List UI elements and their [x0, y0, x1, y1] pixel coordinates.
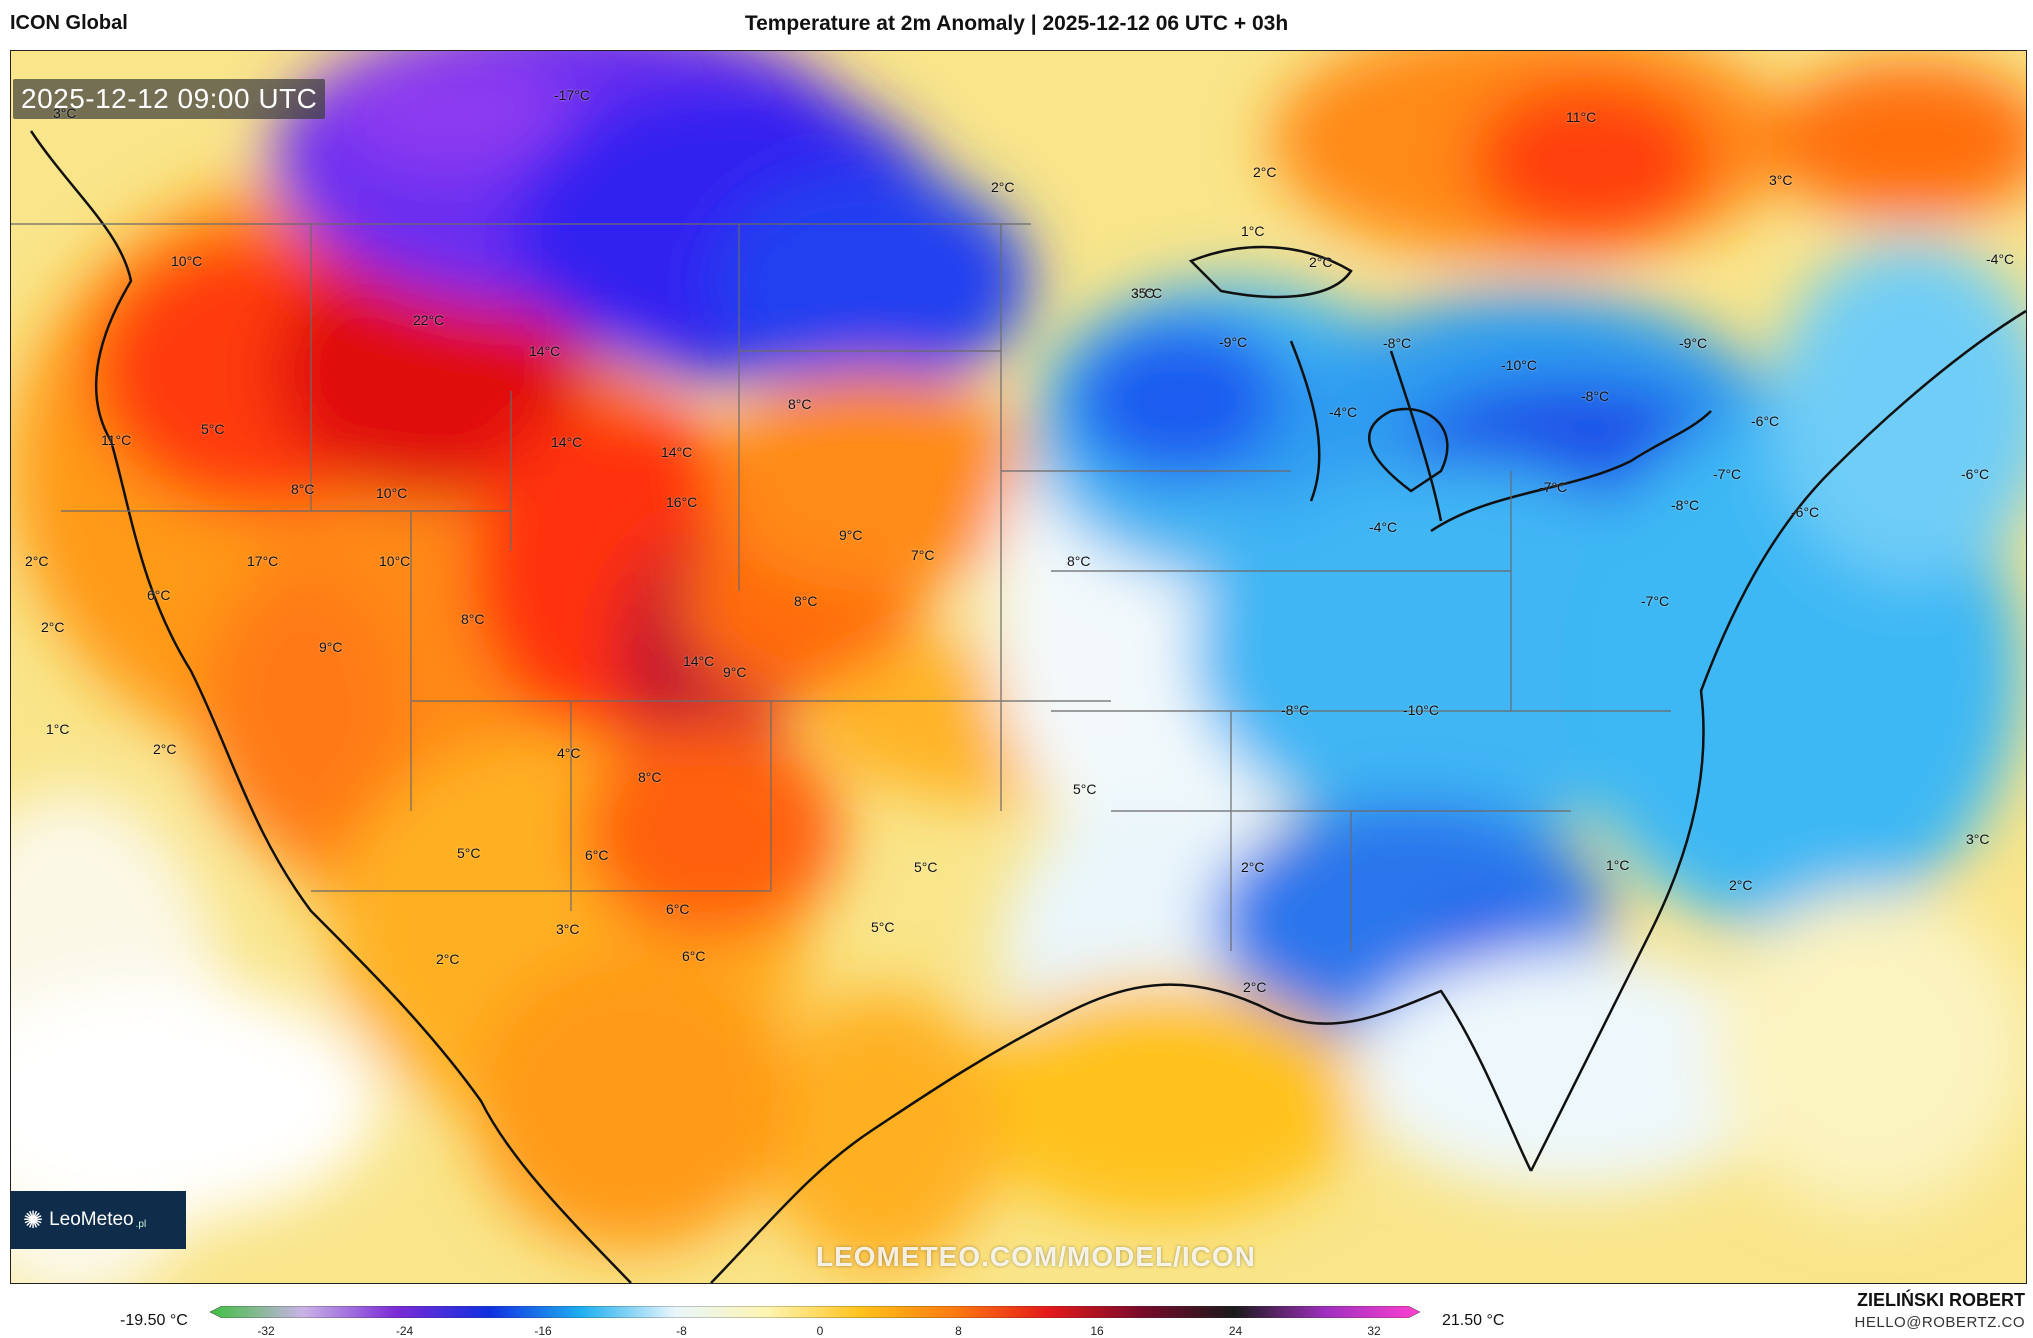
- temperature-label: -9°C: [1679, 335, 1708, 351]
- colorbar-tick: 8: [955, 1324, 962, 1338]
- model-name: ICON Global: [10, 12, 128, 34]
- temperature-label: -10°C: [1403, 702, 1439, 718]
- temperature-label: 2°C: [25, 553, 49, 569]
- temperature-label: 8°C: [461, 611, 485, 627]
- temperature-label: 7°C: [911, 547, 935, 563]
- colorbar-max-label: 21.50 °C: [1442, 1312, 1505, 1329]
- colorbar-min-label: -19.50 °C: [120, 1312, 188, 1329]
- temperature-label: -8°C: [1671, 497, 1700, 513]
- anomaly-field: [11, 51, 2026, 1283]
- temperature-label: 3°C: [53, 105, 77, 121]
- chart-title: Temperature at 2m Anomaly | 2025-12-12 0…: [744, 12, 1289, 35]
- leometeo-logo[interactable]: ✺ LeoMeteo .pl: [11, 1191, 186, 1249]
- colorbar: [210, 1306, 1420, 1318]
- coastlines: [29, 130, 2026, 1283]
- temperature-label: -8°C: [1383, 335, 1412, 351]
- temperature-label: -4°C: [1329, 404, 1358, 420]
- temperature-label: -7°C: [1539, 479, 1568, 495]
- temperature-label: 2°C: [1243, 979, 1267, 995]
- temperature-label: -4°C: [1369, 519, 1398, 535]
- temperature-label: -8°C: [1281, 702, 1310, 718]
- temperature-label: 14°C: [683, 653, 715, 669]
- temperature-label: -6°C: [1961, 466, 1990, 482]
- temperature-label: 10°C: [376, 485, 408, 501]
- temperature-label: 2°C: [991, 179, 1015, 195]
- temperature-label: 3°C: [1131, 285, 1155, 301]
- temperature-label: 2°C: [41, 619, 65, 635]
- anomaly-map[interactable]: 2025-12-12 09:00 UTC -17°C 3°C 2°C 11°C 2°C 1…: [10, 50, 2027, 1284]
- temperature-label: 1°C: [1606, 857, 1630, 873]
- temperature-label: 2°C: [153, 741, 177, 757]
- temperature-label: 22°C: [413, 312, 445, 328]
- temperature-label: 10°C: [379, 553, 411, 569]
- temperature-label: 2°C: [436, 951, 460, 967]
- temperature-label: -17°C: [554, 87, 590, 103]
- temperature-label: 2°C: [1729, 877, 1753, 893]
- temperature-label: 6°C: [585, 847, 609, 863]
- temperature-label: 2°C: [1309, 254, 1333, 270]
- temperature-label: 10°C: [171, 253, 203, 269]
- temperature-label: 6°C: [147, 587, 171, 603]
- temperature-label: 5°C: [457, 845, 481, 861]
- temperature-label: 5°C: [871, 919, 895, 935]
- temperature-label: 9°C: [839, 527, 863, 543]
- temperature-label: 14°C: [529, 343, 561, 359]
- temperature-label: 3°C: [1966, 831, 1990, 847]
- logo-suffix: .pl: [135, 1218, 147, 1230]
- temperature-label: 11°C: [101, 432, 132, 448]
- temperature-label: 1°C: [46, 721, 70, 737]
- temperature-label: 8°C: [1067, 553, 1091, 569]
- temperature-label: -10°C: [1501, 357, 1537, 373]
- temperature-label: 14°C: [551, 434, 583, 450]
- temperature-label: 2°C: [1241, 859, 1265, 875]
- temperature-label: 2°C: [1253, 164, 1277, 180]
- temperature-label: 5°C: [1073, 781, 1097, 797]
- temperature-label: 9°C: [723, 664, 747, 680]
- temperature-label: -8°C: [1581, 388, 1610, 404]
- author-email[interactable]: HELLO@ROBERTZ.CO: [1854, 1314, 2025, 1331]
- colorbar-tick: -16: [534, 1324, 552, 1338]
- temperature-label: 3°C: [556, 921, 580, 937]
- watermark-url: LEOMETEO.COM/MODEL/ICON: [816, 1241, 1256, 1272]
- temperature-label: 5°C: [914, 859, 938, 875]
- colorbar-tick: -24: [395, 1324, 414, 1338]
- temperature-label: 8°C: [794, 593, 818, 609]
- valid-time-badge: 2025-12-12 09:00 UTC: [13, 79, 326, 119]
- temperature-label: 8°C: [291, 481, 315, 497]
- temperature-label: 16°C: [666, 494, 698, 510]
- temperature-label: -9°C: [1219, 334, 1248, 350]
- temperature-label: 6°C: [666, 901, 690, 917]
- temperature-label: -6°C: [1751, 413, 1780, 429]
- temperature-label: -5°C: [1134, 285, 1163, 301]
- temperature-label: 11°C: [1566, 109, 1597, 125]
- temperature-label: 6°C: [682, 948, 706, 964]
- colorbar-tick: -32: [257, 1324, 275, 1338]
- temperature-label: 5°C: [201, 421, 225, 437]
- temperature-label: 4°C: [557, 745, 581, 761]
- author-name: ZIELIŃSKI ROBERT: [1856, 1290, 2025, 1310]
- temperature-label: 1°C: [1241, 223, 1265, 239]
- colorbar-tick: 16: [1090, 1324, 1104, 1338]
- temperature-label: -7°C: [1713, 466, 1742, 482]
- colorbar-tick: -8: [676, 1324, 687, 1338]
- temperature-label: -4°C: [1986, 251, 2015, 267]
- sun-icon: ✺: [23, 1206, 44, 1234]
- temperature-label: 3°C: [1769, 172, 1793, 188]
- colorbar-tick: 32: [1367, 1324, 1381, 1338]
- temperature-label: 9°C: [319, 639, 343, 655]
- colorbar-tick: 24: [1228, 1324, 1243, 1338]
- colorbar-tick: 0: [816, 1324, 824, 1338]
- temperature-label: 8°C: [788, 396, 812, 412]
- temperature-label: 17°C: [247, 553, 279, 569]
- logo-name: LeoMeteo: [49, 1209, 134, 1230]
- temperature-label: 8°C: [638, 769, 662, 785]
- temperature-label: -7°C: [1641, 593, 1670, 609]
- state-borders: [11, 223, 1671, 951]
- temperature-label: 14°C: [661, 444, 693, 460]
- temperature-label: -6°C: [1791, 504, 1820, 520]
